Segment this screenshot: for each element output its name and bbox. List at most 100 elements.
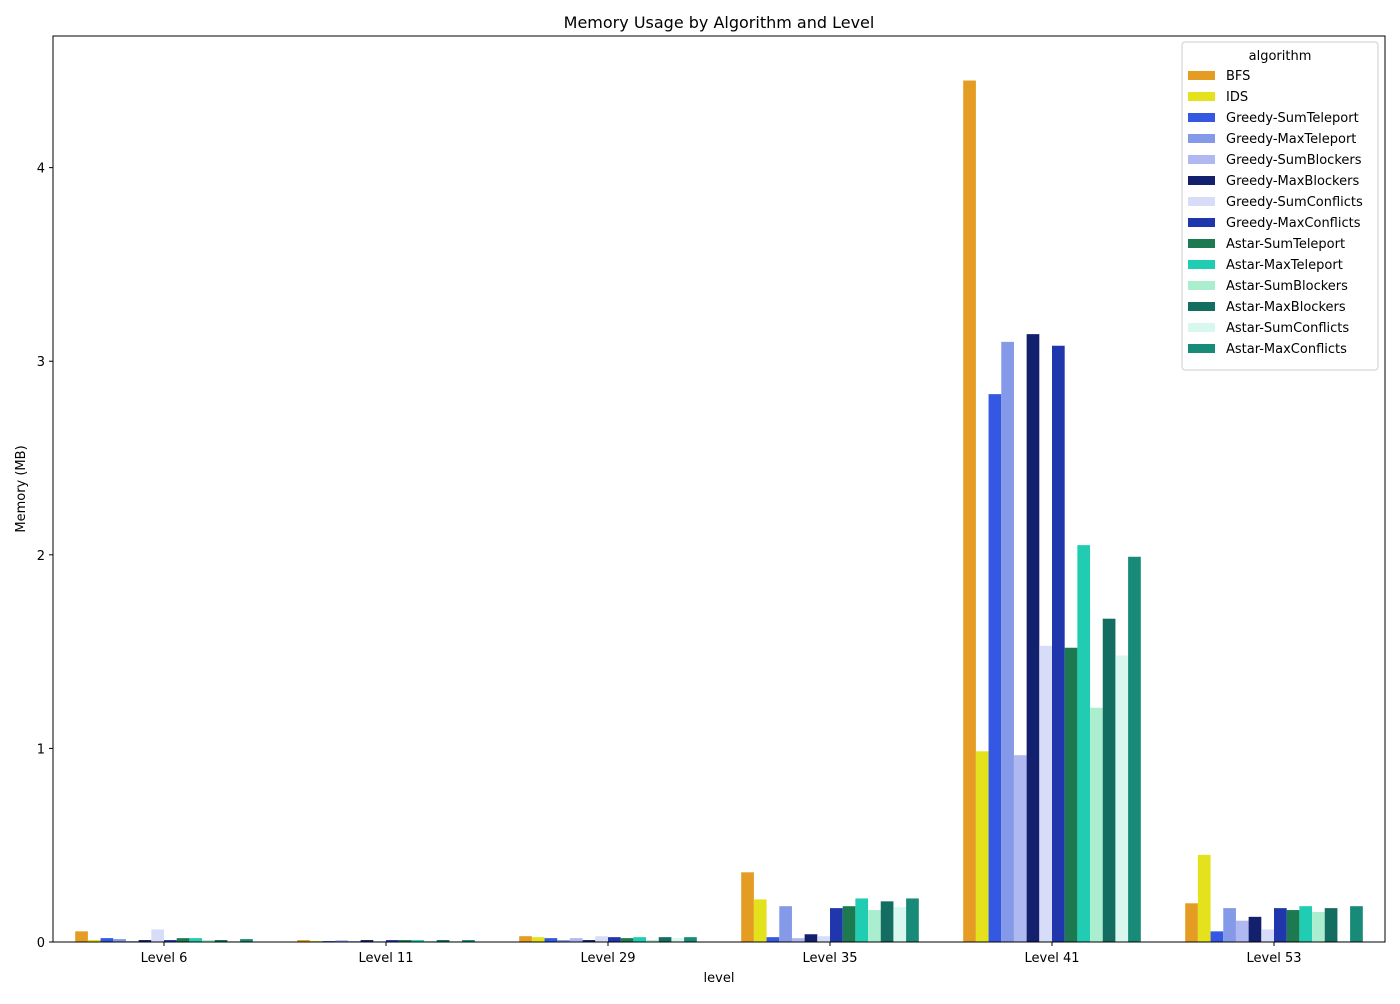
bar-greedy-maxteleport-level-41 bbox=[1001, 341, 1014, 942]
legend-swatch bbox=[1188, 260, 1215, 269]
bar-ids-level-29 bbox=[531, 937, 545, 942]
bar-astar-maxteleport-level-41 bbox=[1077, 545, 1091, 942]
legend-label: IDS bbox=[1226, 90, 1248, 105]
bar-astar-sumconflicts-level-35 bbox=[893, 907, 907, 942]
bar-astar-sumblockers-level-6 bbox=[202, 940, 215, 942]
legend-swatch bbox=[1188, 344, 1215, 353]
y-tick-label: 2 bbox=[37, 549, 45, 564]
bar-astar-maxteleport-level-6 bbox=[189, 938, 203, 942]
bar-greedy-maxconflicts-level-53 bbox=[1274, 908, 1287, 942]
bar-greedy-sumteleport-level-35 bbox=[766, 937, 780, 942]
bar-greedy-maxblockers-level-35 bbox=[804, 934, 818, 942]
bar-greedy-maxteleport-level-29 bbox=[557, 940, 570, 942]
bar-astar-maxblockers-level-35 bbox=[880, 901, 894, 942]
legend: algorithm BFS IDS Greedy-SumTeleport Greedy-… bbox=[1181, 41, 1379, 371]
bar-bfs-level-41 bbox=[963, 80, 976, 942]
bar-astar-maxconflicts-level-53 bbox=[1350, 906, 1363, 942]
legend-label: Astar-SumBlockers bbox=[1226, 279, 1348, 294]
bar-greedy-maxteleport-level-35 bbox=[779, 906, 792, 942]
bar-greedy-sumteleport-level-41 bbox=[988, 394, 1002, 942]
legend-swatch bbox=[1188, 113, 1215, 122]
bar-astar-maxteleport-level-35 bbox=[855, 898, 869, 942]
legend-box bbox=[1181, 41, 1379, 371]
legend-label: Greedy-SumBlockers bbox=[1226, 153, 1362, 168]
bar-astar-maxconflicts-level-11 bbox=[462, 940, 475, 942]
bar-greedy-maxconflicts-level-11 bbox=[386, 940, 399, 942]
bar-astar-sumblockers-level-41 bbox=[1090, 707, 1103, 942]
bar-astar-maxblockers-level-11 bbox=[436, 940, 450, 942]
legend-label: Astar-MaxBlockers bbox=[1226, 300, 1346, 315]
bar-greedy-sumteleport-level-6 bbox=[100, 938, 114, 942]
bar-astar-sumteleport-level-53 bbox=[1286, 910, 1300, 942]
bars-layer bbox=[75, 80, 1363, 942]
y-tick-label: 0 bbox=[37, 936, 45, 951]
legend-label: Astar-MaxTeleport bbox=[1226, 258, 1343, 273]
bar-greedy-sumconflicts-level-6 bbox=[151, 929, 164, 942]
legend-title: algorithm bbox=[1249, 49, 1312, 64]
legend-label: Greedy-MaxConflicts bbox=[1226, 216, 1361, 231]
bar-greedy-sumblockers-level-41 bbox=[1013, 755, 1027, 942]
legend-label: Greedy-SumConflicts bbox=[1226, 195, 1363, 210]
bar-astar-sumconflicts-level-41 bbox=[1115, 655, 1129, 942]
bar-greedy-maxblockers-level-11 bbox=[360, 940, 374, 942]
legend-swatch bbox=[1188, 155, 1215, 164]
legend-swatch bbox=[1188, 197, 1215, 206]
legend-label: Astar-MaxConflicts bbox=[1226, 342, 1347, 357]
bar-bfs-level-11 bbox=[297, 940, 310, 942]
bar-greedy-sumblockers-level-35 bbox=[791, 938, 805, 942]
bar-astar-maxconflicts-level-41 bbox=[1128, 556, 1141, 942]
bar-astar-maxblockers-level-53 bbox=[1324, 908, 1338, 942]
bar-greedy-sumconflicts-level-53 bbox=[1261, 929, 1274, 942]
x-tick-label: Level 35 bbox=[803, 951, 858, 966]
legend-swatch bbox=[1188, 323, 1215, 332]
bar-greedy-maxconflicts-level-35 bbox=[830, 908, 843, 942]
bar-greedy-maxblockers-level-6 bbox=[138, 940, 152, 942]
bar-greedy-maxblockers-level-29 bbox=[582, 940, 596, 942]
x-axis-label: level bbox=[704, 971, 735, 986]
bar-greedy-maxblockers-level-53 bbox=[1248, 916, 1262, 942]
legend-swatch bbox=[1188, 239, 1215, 248]
bar-greedy-maxconflicts-level-41 bbox=[1052, 345, 1065, 942]
x-tick-label: Level 11 bbox=[359, 951, 414, 966]
bar-astar-sumblockers-level-29 bbox=[646, 940, 659, 942]
legend-label: Greedy-MaxBlockers bbox=[1226, 174, 1359, 189]
bar-greedy-maxteleport-level-53 bbox=[1223, 908, 1236, 942]
bar-bfs-level-29 bbox=[519, 936, 532, 942]
bar-greedy-sumconflicts-level-41 bbox=[1039, 645, 1052, 942]
legend-swatch bbox=[1188, 281, 1215, 290]
legend-label: Astar-SumConflicts bbox=[1226, 321, 1349, 336]
legend-label: Astar-SumTeleport bbox=[1226, 237, 1345, 252]
legend-label: Greedy-SumTeleport bbox=[1226, 111, 1359, 126]
legend-label: BFS bbox=[1226, 69, 1250, 84]
y-axis-label: Memory (MB) bbox=[14, 445, 29, 532]
bar-bfs-level-6 bbox=[75, 931, 88, 942]
bar-greedy-maxblockers-level-41 bbox=[1026, 334, 1040, 942]
legend-swatch bbox=[1188, 176, 1215, 185]
bar-greedy-maxteleport-level-6 bbox=[113, 939, 126, 942]
bar-ids-level-41 bbox=[975, 751, 989, 942]
bar-astar-maxteleport-level-53 bbox=[1299, 906, 1313, 942]
bar-astar-sumteleport-level-6 bbox=[176, 938, 190, 942]
bar-bfs-level-35 bbox=[741, 872, 754, 942]
bar-ids-level-6 bbox=[87, 940, 101, 942]
legend-swatch bbox=[1188, 134, 1215, 143]
legend-swatch bbox=[1188, 92, 1215, 101]
bar-astar-sumteleport-level-11 bbox=[398, 940, 412, 942]
bar-astar-sumconflicts-level-29 bbox=[671, 938, 685, 942]
bar-greedy-maxconflicts-level-6 bbox=[164, 940, 177, 942]
bar-greedy-maxteleport-level-11 bbox=[335, 940, 348, 942]
bar-astar-maxteleport-level-11 bbox=[411, 940, 425, 942]
bar-astar-sumblockers-level-53 bbox=[1312, 911, 1325, 942]
bar-greedy-maxconflicts-level-29 bbox=[608, 937, 621, 942]
bar-ids-level-53 bbox=[1197, 854, 1211, 942]
x-tick-label: Level 29 bbox=[581, 951, 636, 966]
bar-astar-maxblockers-level-41 bbox=[1102, 618, 1116, 942]
bar-astar-sumteleport-level-35 bbox=[842, 906, 856, 942]
bar-astar-maxconflicts-level-6 bbox=[240, 939, 253, 942]
bar-astar-sumteleport-level-29 bbox=[620, 938, 634, 942]
legend-swatch bbox=[1188, 302, 1215, 311]
bar-greedy-sumblockers-level-29 bbox=[569, 938, 583, 942]
legend-swatch bbox=[1188, 218, 1215, 227]
bar-astar-maxteleport-level-29 bbox=[633, 937, 647, 942]
